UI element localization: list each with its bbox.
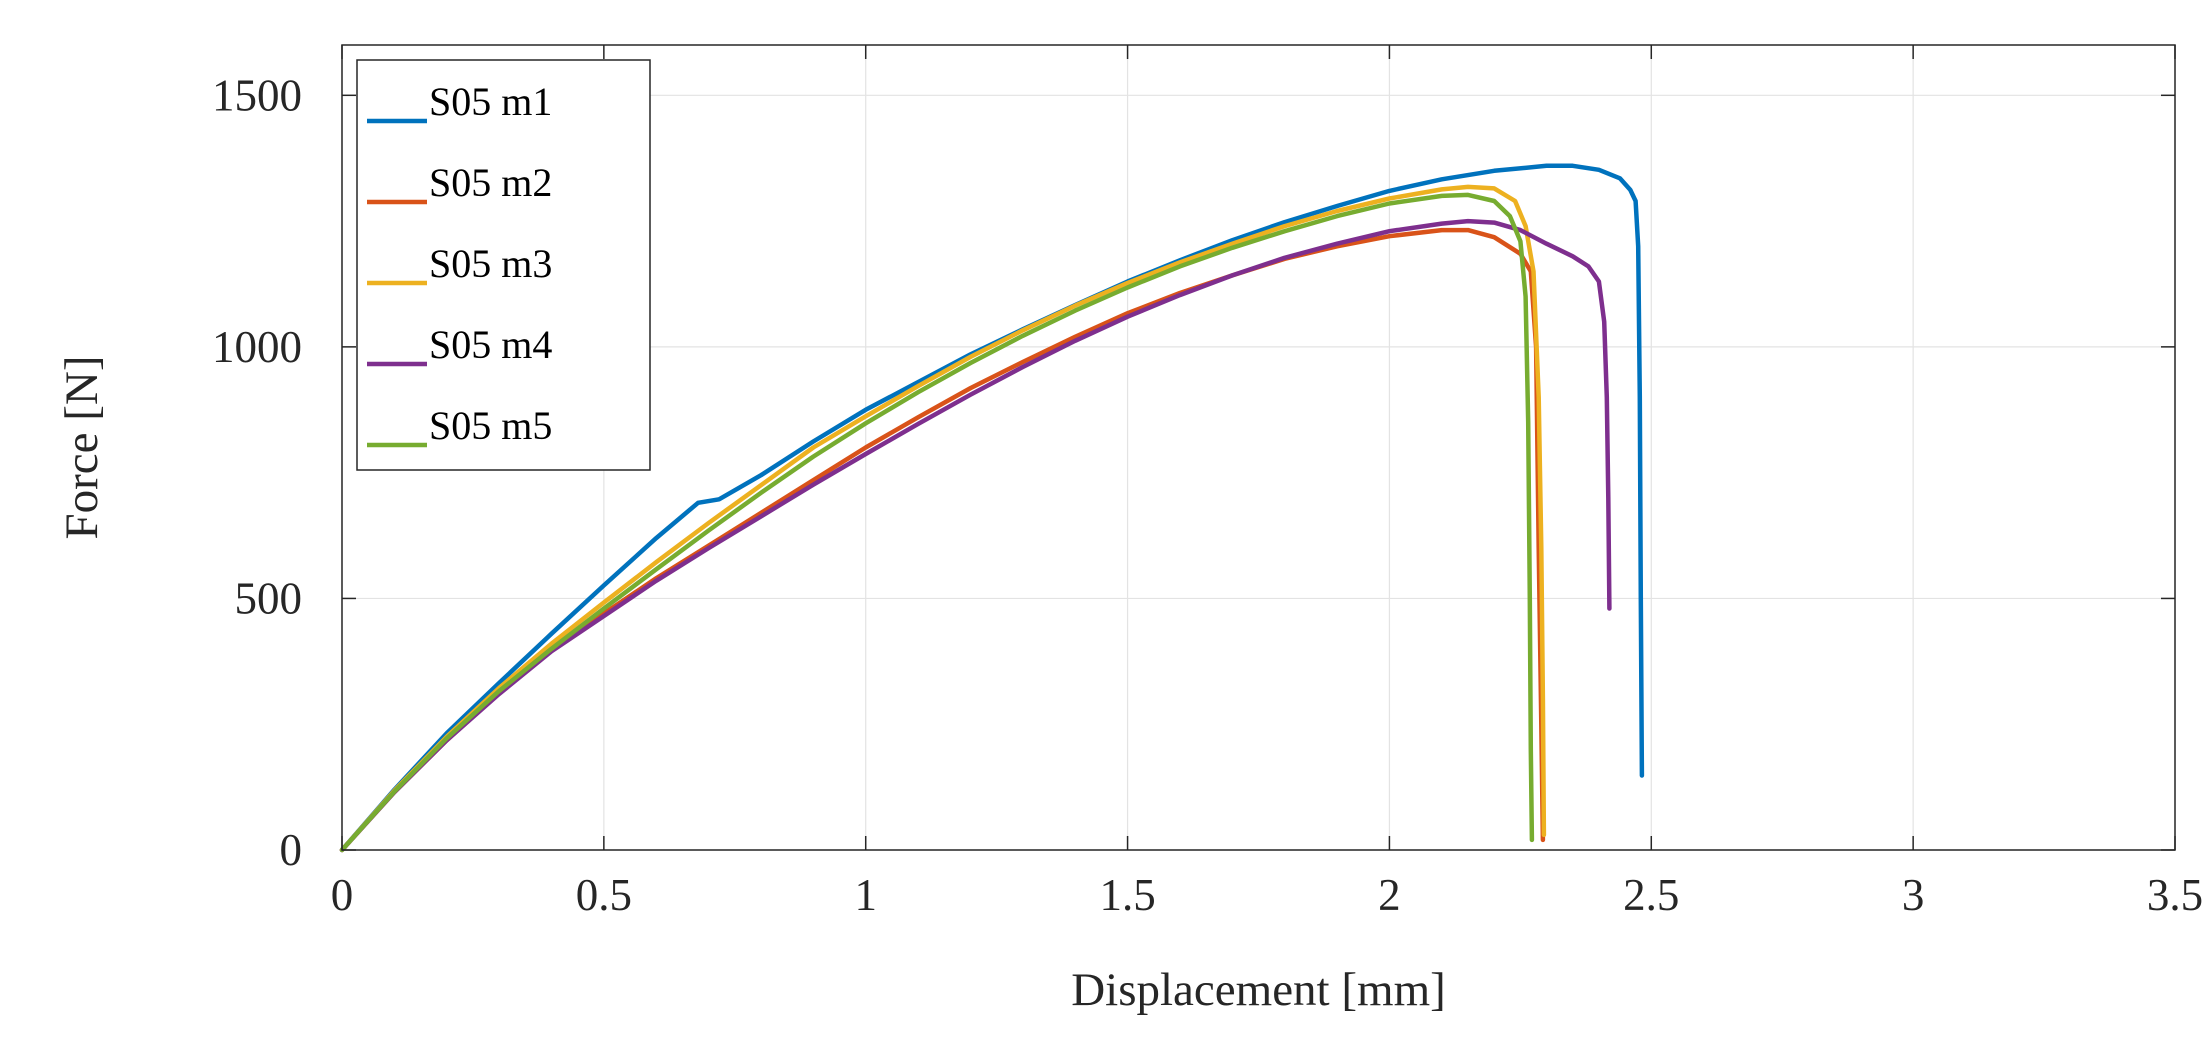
x-tick-label: 2 <box>1378 870 1401 920</box>
y-tick-label: 1500 <box>212 70 302 120</box>
series-line <box>339 218 1612 853</box>
x-tick-label: 0.5 <box>576 870 632 920</box>
x-tick-label: 0 <box>331 870 354 920</box>
series-lines <box>339 163 1645 853</box>
legend: S05 m1 S05 m2 S05 m3 S05 m4 S05 m5 <box>356 59 651 471</box>
y-tick-label: 1000 <box>212 322 302 372</box>
legend-entry-label: S05 m5 <box>429 403 552 448</box>
x-tick-label: 1.5 <box>1099 870 1155 920</box>
x-tick-label: 3 <box>1902 870 1925 920</box>
legend-entry-label: S05 m3 <box>429 241 552 286</box>
legend-entry-label: S05 m2 <box>429 160 552 205</box>
x-tick-label: 1 <box>854 870 877 920</box>
axis-ticks: 0 0.5 1 1.5 2 2.5 3 3.5 0 500 1000 1500 <box>212 45 2203 920</box>
x-tick-label: 2.5 <box>1623 870 1679 920</box>
plot-frame <box>341 44 2176 851</box>
x-axis-label: Displacement [mm] <box>1071 964 1446 1016</box>
legend-entry-label: S05 m4 <box>429 322 552 367</box>
y-tick-label: 0 <box>280 825 303 875</box>
x-tick-label: 3.5 <box>2147 870 2203 920</box>
legend-entry-label: S05 m1 <box>429 79 552 124</box>
series-line <box>339 192 1535 853</box>
legend-box <box>356 59 651 471</box>
y-axis-label: Force [N] <box>56 355 108 539</box>
series-line <box>339 184 1547 853</box>
y-tick-label: 500 <box>235 573 303 623</box>
